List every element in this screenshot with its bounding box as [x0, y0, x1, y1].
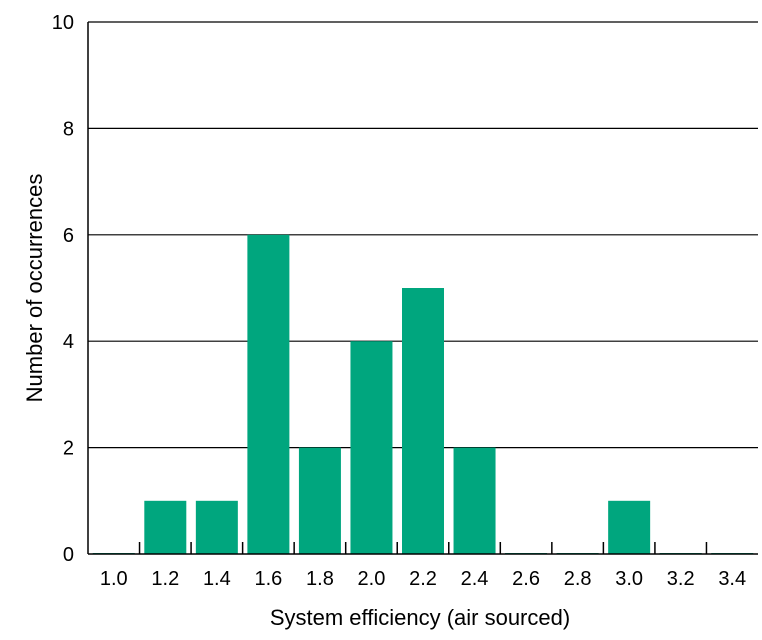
x-tick-label: 2.8 [564, 568, 592, 590]
x-tick-label: 2.0 [358, 568, 386, 590]
x-tick-label: 3.0 [615, 568, 643, 590]
bar [144, 500, 187, 554]
bar [350, 341, 393, 554]
y-tick-label: 6 [63, 225, 74, 247]
x-tick-label: 2.4 [461, 568, 489, 590]
bar [247, 234, 290, 555]
x-tick-label: 2.2 [409, 568, 437, 590]
bar [195, 500, 238, 554]
x-axis-title: System efficiency (air sourced) [270, 605, 570, 630]
x-tick-label: 1.8 [306, 568, 334, 590]
x-tick-label: 1.0 [100, 568, 128, 590]
x-tick-label: 3.4 [718, 568, 746, 590]
y-axis-title: Number of occurrences [22, 174, 47, 403]
x-tick-label: 1.4 [203, 568, 231, 590]
bar [608, 500, 651, 554]
y-tick-label: 8 [63, 118, 74, 140]
gridlines [88, 21, 758, 449]
x-tick-label: 1.6 [254, 568, 282, 590]
x-tick-label: 3.2 [667, 568, 695, 590]
bar [298, 447, 341, 554]
bar [402, 288, 444, 554]
y-tick-label: 2 [63, 438, 74, 460]
x-tick-labels: 1.0 1.2 1.4 1.6 1.8 2.0 2.2 2.4 2.6 2.8 3.0 3.2 3.4 [100, 568, 746, 590]
bar [453, 447, 496, 554]
x-tick-label: 2.6 [512, 568, 540, 590]
x-tick-label: 1.2 [151, 568, 179, 590]
bars [92, 234, 754, 555]
y-tick-labels: 0 2 4 6 8 10 [52, 12, 74, 566]
axes [87, 22, 758, 555]
y-tick-label: 10 [52, 12, 74, 34]
y-tick-label: 0 [63, 544, 74, 566]
y-tick-label: 4 [63, 331, 74, 353]
